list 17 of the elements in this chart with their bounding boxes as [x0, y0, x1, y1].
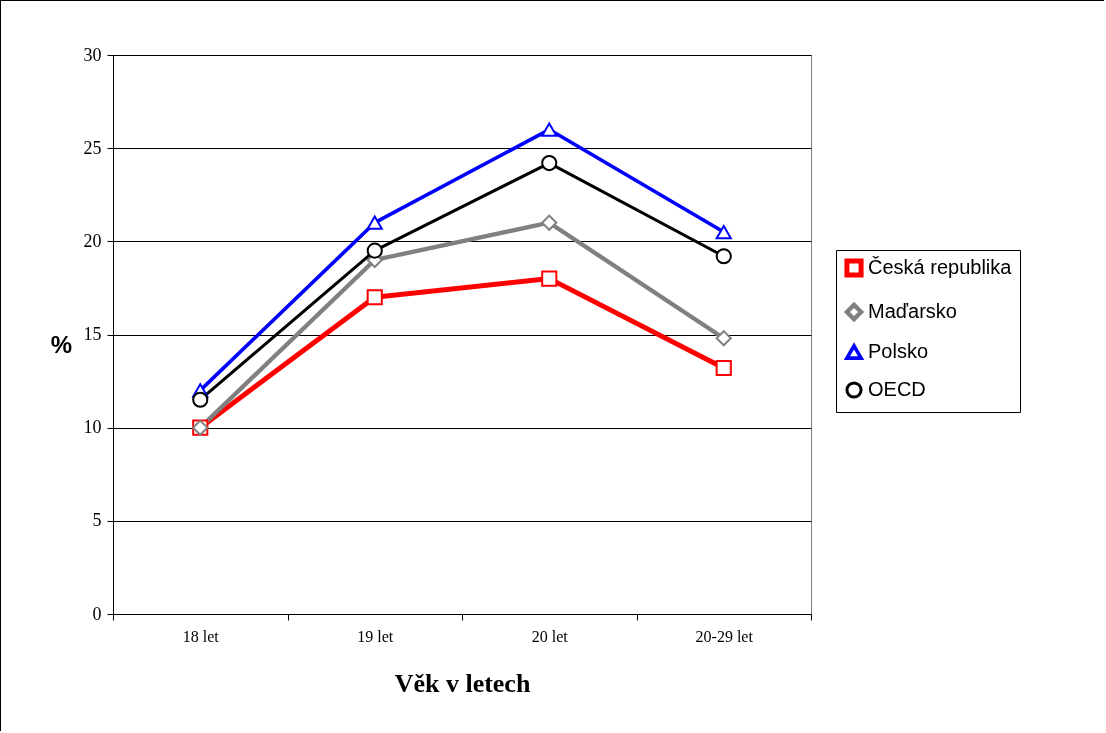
legend-label: Česká republika	[868, 256, 1013, 278]
y-tick-label: 10	[83, 417, 102, 438]
legend-label: OECD	[868, 378, 926, 400]
x-tick-label: 20-29 let	[695, 627, 754, 645]
x-tick-label: 19 let	[357, 627, 394, 645]
y-tick-label: 30	[83, 44, 102, 65]
y-tick-label: 15	[83, 324, 102, 344]
y-axis-title: %	[50, 330, 73, 358]
legend-label: Polsko	[868, 340, 929, 362]
y-tick-label: 20	[83, 230, 102, 251]
x-axis-title: Věk v letech	[394, 668, 531, 698]
legend-label: Maďarsko	[868, 300, 957, 322]
y-tick-label: 25	[83, 137, 102, 158]
x-tick-label: 20 let	[531, 627, 569, 645]
y-tick-label: 5	[92, 510, 102, 531]
y-tick-label: 0	[92, 603, 102, 624]
x-tick-label: 18 let	[182, 627, 220, 645]
